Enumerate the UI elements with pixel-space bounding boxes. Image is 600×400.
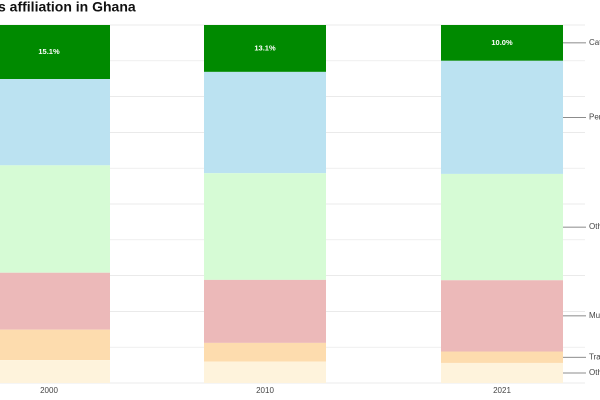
x-tick-label: 2000 bbox=[40, 386, 58, 395]
x-tick-label: 2010 bbox=[256, 386, 274, 395]
bar-segment bbox=[441, 362, 563, 383]
series-label: Trad bbox=[589, 352, 600, 361]
bar-segment bbox=[0, 165, 110, 273]
bar-segment bbox=[204, 342, 326, 362]
series-label: Oth bbox=[589, 222, 600, 231]
bar-segment bbox=[441, 60, 563, 174]
series-label: Oth bbox=[589, 368, 600, 377]
bar-segment bbox=[441, 173, 563, 281]
bar-segment bbox=[441, 351, 563, 363]
value-label: 10.0% bbox=[491, 38, 513, 47]
bar-segment bbox=[0, 25, 110, 80]
x-tick-label: 2021 bbox=[493, 386, 511, 395]
bar-segment bbox=[204, 361, 326, 383]
series-label: Cat bbox=[589, 38, 600, 47]
bar-segment bbox=[0, 360, 110, 383]
bar-segment bbox=[204, 279, 326, 343]
chart-title: s affiliation in Ghana bbox=[0, 0, 136, 15]
bar-segment bbox=[441, 25, 563, 61]
bar-segment bbox=[204, 25, 326, 72]
value-label: 13.1% bbox=[254, 43, 276, 52]
value-label: 15.1% bbox=[38, 47, 60, 56]
series-label: Pen bbox=[589, 112, 600, 121]
bar-segment bbox=[0, 272, 110, 330]
series-label: Mus bbox=[589, 311, 600, 320]
bar-segment bbox=[0, 329, 110, 361]
bar-segment bbox=[204, 71, 326, 174]
bar-segment bbox=[204, 173, 326, 280]
bar-segment bbox=[441, 280, 563, 352]
bar-segment bbox=[0, 79, 110, 166]
